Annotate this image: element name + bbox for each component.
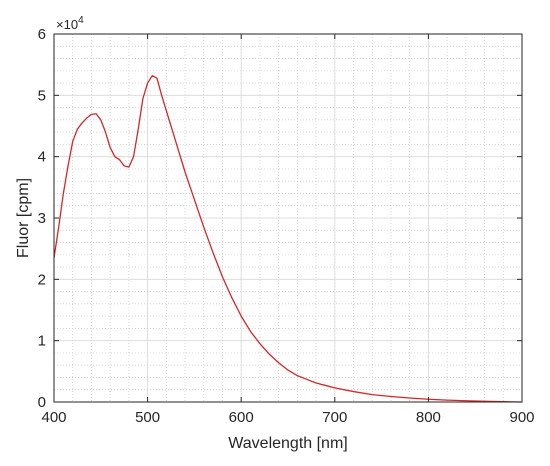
y-axis-exponent-base: ×10 — [56, 17, 78, 32]
fluorescence-series-line — [53, 75, 523, 403]
x-tick-label: 400 — [41, 409, 66, 426]
y-tick-label: 6 — [38, 26, 46, 43]
y-tick-label: 1 — [38, 333, 46, 350]
x-tick-label: 500 — [135, 409, 160, 426]
y-tick-label: 3 — [38, 210, 46, 227]
y-tick-label: 5 — [38, 87, 46, 104]
y-axis-label: Fluor [cpm] — [15, 178, 32, 258]
y-tick-label: 4 — [38, 149, 46, 166]
x-tick-label: 600 — [229, 409, 254, 426]
y-tick-label: 2 — [38, 271, 46, 288]
x-tick-label: 700 — [322, 409, 347, 426]
y-axis-ticks: 0 1 2 3 4 5 6 — [38, 26, 522, 411]
y-tick-label: 0 — [38, 394, 46, 411]
x-tick-label: 900 — [509, 409, 534, 426]
x-axis-ticks: 400 500 600 700 800 900 — [41, 34, 535, 426]
x-axis-label: Wavelength [nm] — [228, 435, 347, 452]
y-axis-exponent-power: 4 — [78, 15, 84, 26]
y-axis-exponent: ×104 — [56, 15, 84, 32]
x-tick-label: 800 — [416, 409, 441, 426]
